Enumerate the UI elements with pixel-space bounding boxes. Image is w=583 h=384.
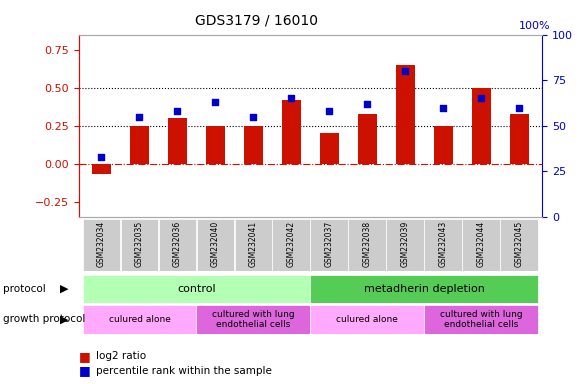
Text: ■: ■ <box>79 350 90 363</box>
Bar <box>272 219 310 271</box>
Text: GSM232042: GSM232042 <box>287 220 296 266</box>
Text: GSM232039: GSM232039 <box>401 220 410 266</box>
Text: GSM232036: GSM232036 <box>173 220 182 266</box>
Bar <box>472 88 491 164</box>
Bar <box>168 118 187 164</box>
Point <box>211 99 220 105</box>
Bar <box>92 164 111 174</box>
Text: log2 ratio: log2 ratio <box>96 351 146 361</box>
Bar <box>234 219 272 271</box>
Point <box>97 154 106 160</box>
Text: GSM232043: GSM232043 <box>439 220 448 266</box>
Text: GSM232037: GSM232037 <box>325 220 334 266</box>
Bar <box>121 219 159 271</box>
Bar <box>424 305 538 334</box>
Text: GSM232040: GSM232040 <box>211 220 220 266</box>
Text: ▶: ▶ <box>60 284 69 294</box>
Bar <box>206 126 225 164</box>
Text: growth protocol: growth protocol <box>3 314 85 324</box>
Text: percentile rank within the sample: percentile rank within the sample <box>96 366 272 376</box>
Bar <box>396 65 415 164</box>
Text: culured alone: culured alone <box>336 315 398 324</box>
Point <box>173 108 182 114</box>
Bar <box>424 219 462 271</box>
Bar <box>83 275 311 303</box>
Point <box>249 114 258 120</box>
Bar <box>83 219 121 271</box>
Text: GSM232035: GSM232035 <box>135 220 144 266</box>
Bar <box>311 219 349 271</box>
Bar <box>244 126 263 164</box>
Text: 100%: 100% <box>519 22 551 31</box>
Text: ■: ■ <box>79 364 90 377</box>
Point <box>477 95 486 101</box>
Bar <box>196 305 311 334</box>
Bar <box>83 305 196 334</box>
Text: GSM232034: GSM232034 <box>97 220 106 266</box>
Point <box>135 114 144 120</box>
Point <box>401 68 410 74</box>
Bar <box>462 219 500 271</box>
Text: cultured with lung
endothelial cells: cultured with lung endothelial cells <box>212 310 295 329</box>
Text: GDS3179 / 16010: GDS3179 / 16010 <box>195 13 318 27</box>
Text: metadherin depletion: metadherin depletion <box>364 284 485 294</box>
Text: GSM232045: GSM232045 <box>515 220 524 266</box>
Text: GSM232038: GSM232038 <box>363 220 372 266</box>
Point <box>363 101 372 107</box>
Text: GSM232041: GSM232041 <box>249 220 258 266</box>
Bar <box>311 275 538 303</box>
Bar <box>320 133 339 164</box>
Bar <box>434 126 453 164</box>
Point <box>325 108 334 114</box>
Text: ▶: ▶ <box>60 314 69 324</box>
Text: culured alone: culured alone <box>108 315 170 324</box>
Bar <box>130 126 149 164</box>
Bar <box>500 219 538 271</box>
Bar <box>196 219 234 271</box>
Point <box>515 104 524 111</box>
Text: protocol: protocol <box>3 284 45 294</box>
Bar <box>349 219 387 271</box>
Bar <box>510 114 529 164</box>
Bar <box>387 219 424 271</box>
Point <box>439 104 448 111</box>
Bar <box>159 219 196 271</box>
Text: control: control <box>177 284 216 294</box>
Bar <box>311 305 424 334</box>
Text: cultured with lung
endothelial cells: cultured with lung endothelial cells <box>440 310 523 329</box>
Bar <box>358 114 377 164</box>
Text: GSM232044: GSM232044 <box>477 220 486 266</box>
Bar <box>282 100 301 164</box>
Point <box>287 95 296 101</box>
